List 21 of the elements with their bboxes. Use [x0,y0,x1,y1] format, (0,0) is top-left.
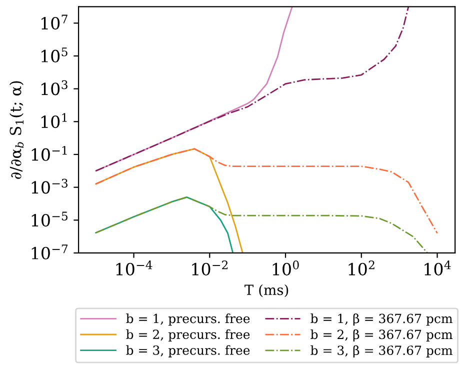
x-axis-title: T (ms) [244,284,288,298]
legend-label: b = 2, precurs. free [126,329,250,342]
legend-label: b = 1, β = 367.67 pcm [310,313,452,326]
y-tick-label: 10$^{−1}$ [32,146,67,161]
legend-label: b = 2, β = 367.67 pcm [310,329,452,342]
y-tick-label: 10$^{−5}$ [32,212,68,227]
y-tick-label: 10$^{−3}$ [32,178,68,194]
y-tick-label: 10$^{−7}$ [32,244,68,260]
y-tick-label: 10$^{7}$ [42,14,68,30]
y-tick-label: 10$^{1}$ [42,113,67,128]
y-tick-label: 10$^{5}$ [42,48,68,62]
y-tick-label: 10$^{3}$ [42,80,68,96]
x-tick-label: 10$^{−2}$ [192,260,228,276]
legend-label: b = 3, precurs. free [126,345,250,358]
x-tick-label: 10$^{−4}$ [116,260,152,276]
x-tick-label: 10$^{2}$ [348,260,374,276]
y-axis-title: ∂/∂α$_{b}$ S$_{1}$(t; α) [9,81,24,179]
legend-label: b = 3, β = 367.67 pcm [310,345,452,358]
x-tick-label: 10$^{4}$ [424,260,451,276]
legend-label: b = 1, precurs. free [126,314,250,326]
x-tick-label: 10$^{0}$ [272,260,299,276]
